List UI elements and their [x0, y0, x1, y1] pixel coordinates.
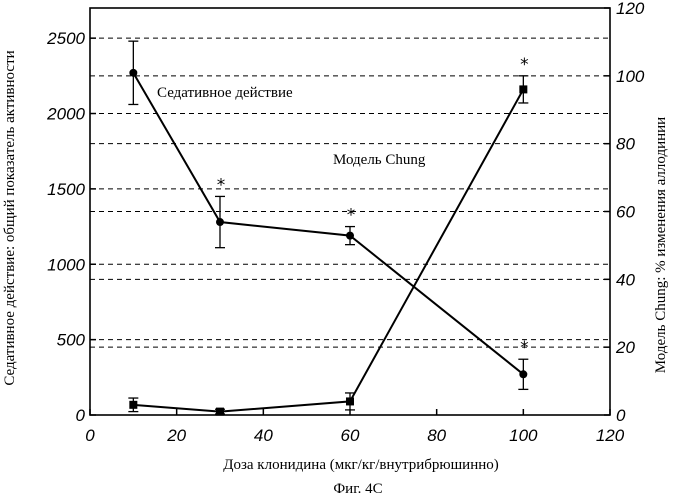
figure-caption: Фиг. 4С [333, 481, 382, 497]
series-line-0 [133, 73, 523, 374]
y-right-tick-label-0: 0 [616, 406, 626, 425]
y-right-tick-label-60: 60 [616, 203, 635, 222]
axis-ticks: 0204060801001200500100015002000250002040… [46, 0, 645, 445]
y-axis-left-label: Седативное действие: общий показатель ак… [2, 50, 18, 385]
data-point-1-1 [216, 408, 224, 416]
data-point-1-2 [346, 397, 354, 405]
legend-chung: Модель Chung [333, 152, 426, 168]
y-left-tick-label-1500: 1500 [47, 180, 85, 199]
y-left-tick-label-0: 0 [76, 406, 86, 425]
data-point-0-3 [519, 370, 527, 378]
x-tick-label-80: 80 [427, 426, 446, 445]
x-tick-label-20: 20 [166, 426, 186, 445]
data-point-1-0 [129, 401, 137, 409]
y-left-tick-label-2500: 2500 [46, 29, 85, 48]
y-left-tick-label-500: 500 [57, 331, 86, 350]
significance-mark-0-2: * [347, 206, 356, 226]
y-axis-right-label: Модель Chung: % изменения аллодинии [653, 117, 669, 373]
data-point-0-1 [216, 218, 224, 226]
combined-chart: 0204060801001200500100015002000250002040… [0, 0, 676, 500]
y-left-tick-label-2000: 2000 [46, 105, 85, 124]
data-point-0-2 [346, 232, 354, 240]
significance-mark-0-1: * [217, 175, 226, 195]
y-right-tick-label-80: 80 [616, 135, 635, 154]
y-right-tick-label-120: 120 [616, 0, 645, 18]
x-axis-label: Доза клонидина (мкг/кг/внутрибрюшинно) [223, 457, 499, 473]
series-line-1 [133, 89, 523, 411]
significance-mark-1-3: * [520, 55, 529, 75]
x-tick-label-0: 0 [85, 426, 95, 445]
x-tick-label-40: 40 [254, 426, 273, 445]
data-point-1-3 [519, 85, 527, 93]
y-right-tick-label-20: 20 [615, 338, 635, 357]
x-tick-label-100: 100 [509, 426, 538, 445]
y-right-tick-label-40: 40 [616, 270, 635, 289]
y-right-tick-label-100: 100 [616, 67, 645, 86]
data-point-0-0 [129, 69, 137, 77]
legend-sedation: Седативное действие [157, 85, 293, 101]
x-tick-label-60: 60 [341, 426, 360, 445]
y-left-tick-label-1000: 1000 [47, 255, 85, 274]
significance-mark-0-3: * [520, 338, 529, 358]
x-tick-label-120: 120 [596, 426, 625, 445]
